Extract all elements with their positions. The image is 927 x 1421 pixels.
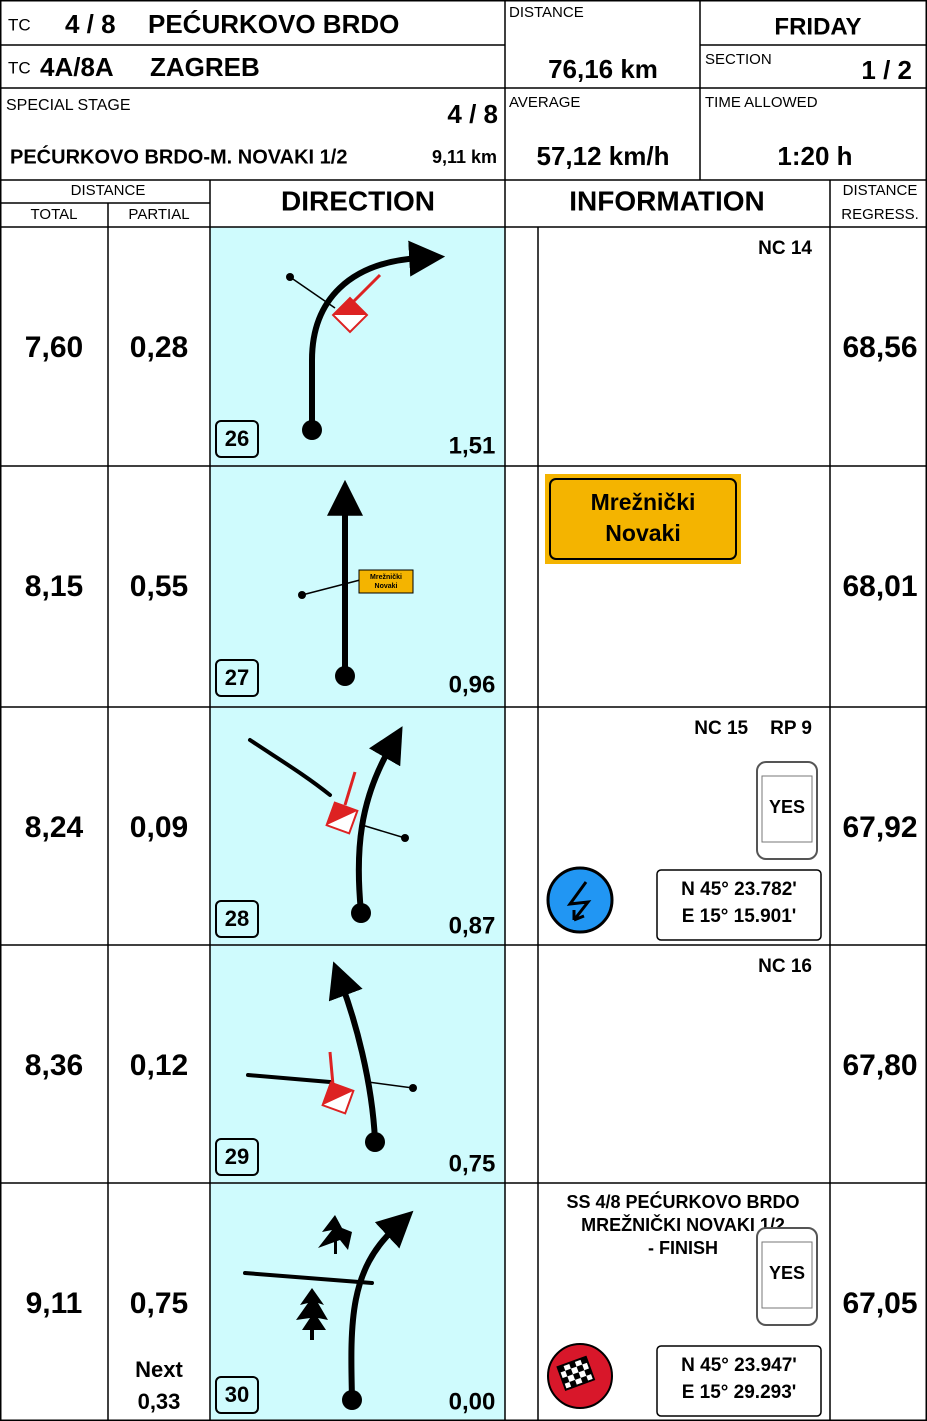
partial-distance: 0,28 <box>130 331 188 364</box>
tc-label: TC <box>8 15 31 34</box>
column-header: DIRECTION <box>281 185 435 216</box>
stage-length: 9,11 km <box>432 147 497 167</box>
next-distance: 0,96 <box>449 671 496 698</box>
rows: 7,60 0,28 68,56 26 1,51 NC 14 8,15 0,55 68,01 27 0… <box>25 238 918 1417</box>
box-number: 28 <box>225 906 249 931</box>
regress-distance: 68,56 <box>842 331 917 364</box>
coordinates: E 15° 15.901' <box>682 906 797 927</box>
next-distance: 0,75 <box>449 1150 496 1177</box>
phone-text: YES <box>769 797 805 817</box>
small-sign-text: Novaki <box>375 583 398 590</box>
column-header: DISTANCE <box>843 182 918 199</box>
tc-name: PEĆURKOVO BRDO <box>148 9 399 39</box>
total-distance: 9,11 <box>26 1287 83 1320</box>
partial-distance: 0,55 <box>130 570 188 603</box>
total-distance: 8,15 <box>25 570 83 603</box>
box-number: 29 <box>225 1144 249 1169</box>
regress-distance: 67,05 <box>842 1287 917 1320</box>
regress-distance: 67,80 <box>842 1049 917 1082</box>
tc-name: ZAGREB <box>150 52 260 82</box>
box-number-frame <box>215 420 259 458</box>
special-stage-number: 4 / 8 <box>447 99 498 129</box>
tulip-28 <box>248 726 409 923</box>
info-text: MREŽNIČKI NOVAKI 1/2 <box>581 1214 785 1235</box>
total-distance: 8,36 <box>25 1049 83 1082</box>
tc-label: TC <box>8 58 31 77</box>
icon-radio <box>546 866 614 934</box>
section: 1 / 2 <box>861 55 912 85</box>
next-distance: 0,87 <box>449 912 496 939</box>
box-number: 30 <box>225 1382 249 1407</box>
box-number-frame <box>215 1138 259 1176</box>
box-number: 27 <box>225 665 249 690</box>
info-text: SS 4/8 PEĆURKOVO BRDO <box>566 1191 799 1212</box>
phone-screen <box>761 775 813 843</box>
time-allowed: 1:20 h <box>777 141 852 171</box>
town-sign-text: Mrežnički <box>591 489 696 515</box>
small-sign-text: Mrežnički <box>370 574 402 581</box>
column-header: DISTANCE <box>71 182 146 199</box>
info-text: NC 15 <box>694 718 748 739</box>
total-distance: 8,24 <box>25 811 84 844</box>
info-text: RP 9 <box>770 718 812 739</box>
tulip-26 <box>286 240 446 440</box>
town-sign-text: Novaki <box>605 520 680 546</box>
partial-distance: 0,09 <box>130 811 188 844</box>
distance: 76,16 km <box>548 54 658 84</box>
column-header: INFORMATION <box>569 185 764 216</box>
info-text: NC 16 <box>758 956 812 977</box>
regress-distance: 67,92 <box>842 811 917 844</box>
box-number-frame <box>215 1376 259 1414</box>
distance-label: DISTANCE <box>509 4 584 21</box>
next-distance-note: 0,33 <box>138 1389 181 1414</box>
coordinates: N 45° 23.782' <box>681 879 797 900</box>
box-number: 26 <box>225 426 249 451</box>
time-allowed-label: TIME ALLOWED <box>705 94 818 111</box>
partial-distance: 0,75 <box>130 1287 188 1320</box>
next-distance: 1,51 <box>449 432 496 459</box>
coordinates: N 45° 23.947' <box>681 1355 797 1376</box>
column-header: TOTAL <box>31 206 78 223</box>
town-sign-frame <box>549 478 737 560</box>
column-header: PARTIAL <box>128 206 189 223</box>
phone-text: YES <box>769 1263 805 1283</box>
tc-number: 4 / 8 <box>65 9 116 39</box>
box-number-frame <box>215 659 259 697</box>
column-header: REGRESS. <box>841 206 919 223</box>
town-sign <box>545 474 741 564</box>
regress-distance: 68,01 <box>842 570 917 603</box>
direction-background <box>210 227 505 1421</box>
icon-finish <box>547 1343 613 1409</box>
coordinates-box <box>656 1345 822 1417</box>
average-label: AVERAGE <box>509 94 580 111</box>
section-label: SECTION <box>705 51 772 68</box>
info-text: - FINISH <box>648 1238 718 1258</box>
special-stage-label: SPECIAL STAGE <box>6 97 130 114</box>
info-text: NC 14 <box>758 238 812 259</box>
average: 57,12 km/h <box>537 141 670 171</box>
next-distance: 0,00 <box>449 1388 496 1415</box>
tc-number: 4A/8A <box>40 52 114 82</box>
tulip-27: Mrežnički Novaki <box>298 479 414 686</box>
stage-name: PEĆURKOVO BRDO-M. NOVAKI 1/2 <box>10 144 347 168</box>
coordinates: E 15° 29.293' <box>682 1382 797 1403</box>
total-distance: 7,60 <box>25 331 83 364</box>
coordinates-box <box>656 869 822 941</box>
phone-screen <box>761 1241 813 1309</box>
next-distance-note: Next <box>135 1357 183 1382</box>
tulip-29 <box>246 961 417 1152</box>
partial-distance: 0,12 <box>130 1049 188 1082</box>
box-number-frame <box>215 900 259 938</box>
tulip-30 <box>243 1210 414 1410</box>
day: FRIDAY <box>774 13 861 40</box>
